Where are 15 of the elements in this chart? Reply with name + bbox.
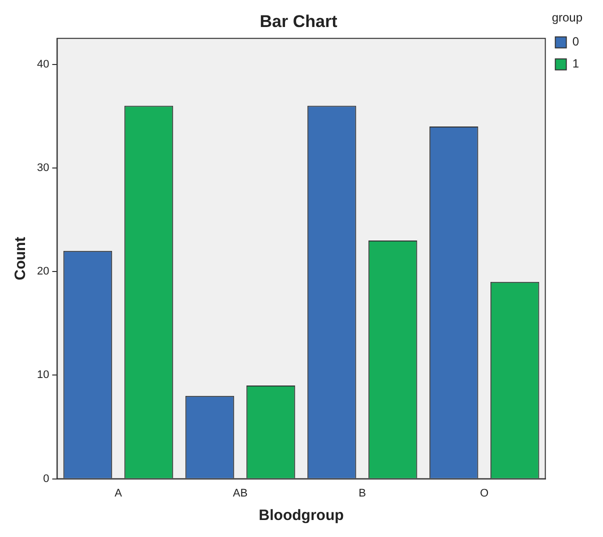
chart-title: Bar Chart (260, 12, 338, 31)
y-axis-title: Count (12, 236, 30, 280)
legend-label: 1 (572, 56, 580, 71)
y-tick-label: 20 (36, 266, 50, 278)
legend-label: 0 (572, 34, 580, 49)
y-tick-label: 0 (43, 472, 50, 485)
y-tick-label: 40 (36, 58, 50, 70)
x-tick-label: A (114, 487, 123, 500)
legend-title: group (552, 10, 583, 24)
y-tick-label: 30 (36, 162, 50, 174)
x-tick-label: B (358, 487, 366, 500)
y-tick-label: 10 (36, 369, 50, 382)
x-tick-label: AB (232, 487, 248, 500)
x-tick-label: O (480, 487, 490, 500)
x-axis-title: Bloodgroup (258, 507, 344, 524)
